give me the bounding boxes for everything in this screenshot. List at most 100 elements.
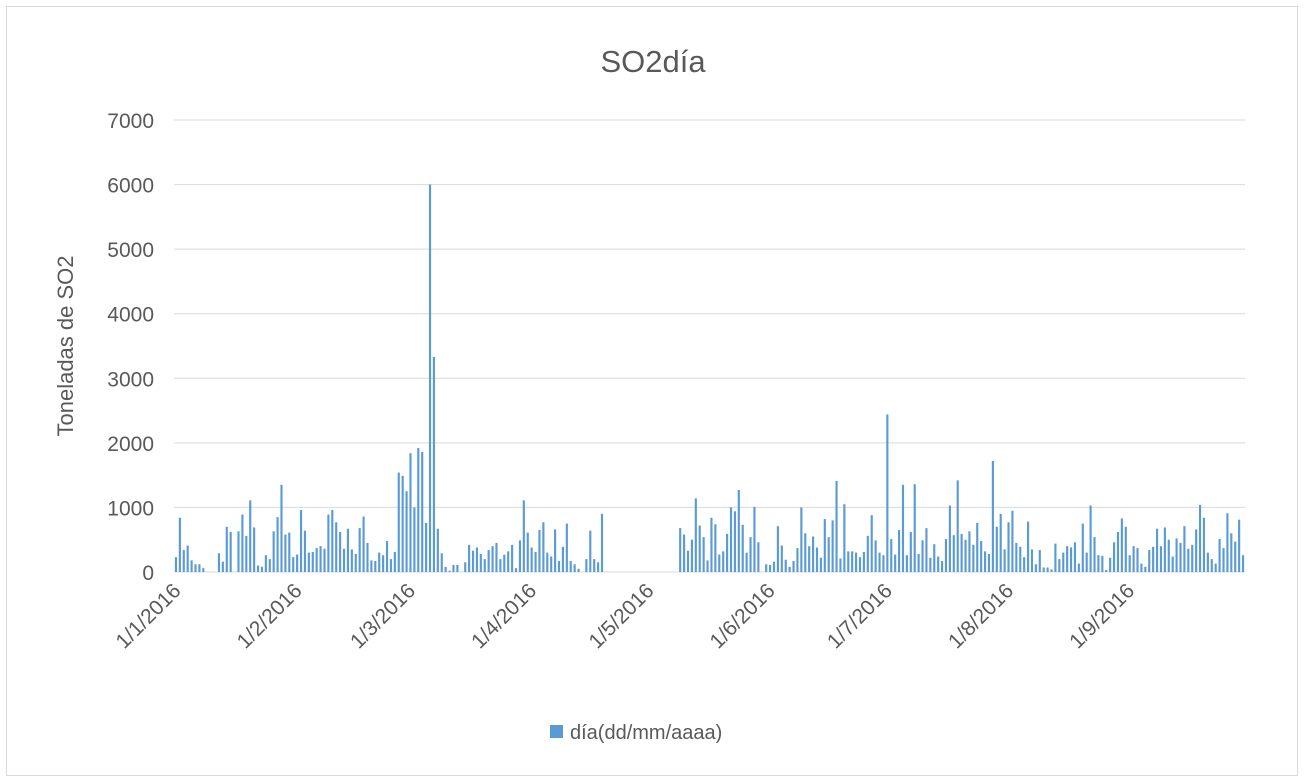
bar <box>855 552 858 572</box>
bar <box>256 565 260 572</box>
y-axis-ticks: 0 1000 2000 3000 4000 5000 6000 7000 <box>107 110 154 585</box>
bar <box>468 544 471 572</box>
bar <box>346 528 350 572</box>
bar <box>862 551 865 572</box>
bar <box>956 480 959 572</box>
bar <box>299 510 303 572</box>
bar <box>1101 555 1104 572</box>
bar <box>362 516 365 572</box>
bar <box>1062 552 1065 572</box>
bar <box>706 560 709 572</box>
bar <box>487 550 490 572</box>
bar <box>772 561 776 572</box>
bar <box>389 559 393 572</box>
bar <box>514 568 518 572</box>
bar <box>1007 522 1010 572</box>
bar <box>292 557 295 572</box>
bar <box>503 554 506 572</box>
bar <box>866 535 869 572</box>
bar <box>1136 548 1139 572</box>
bar <box>198 564 201 572</box>
bar <box>385 541 389 572</box>
bar <box>1195 529 1198 572</box>
x-axis-ticks: 1/1/2016 1/2/2016 1/3/2016 1/4/2016 1/5/2016… <box>111 579 1139 653</box>
gridlines <box>174 119 1245 573</box>
bar <box>753 506 756 572</box>
bar <box>870 515 873 572</box>
bar <box>784 559 787 572</box>
bar <box>241 514 244 572</box>
bar <box>1179 542 1182 572</box>
bar <box>925 528 928 572</box>
bar <box>1050 569 1053 572</box>
bar <box>1085 552 1088 572</box>
bar <box>1112 542 1116 572</box>
bar <box>808 546 811 572</box>
bar <box>440 553 443 572</box>
bar <box>393 551 396 572</box>
bar <box>354 553 357 572</box>
bar <box>1206 552 1209 572</box>
bar <box>307 552 310 572</box>
bar <box>1097 555 1100 572</box>
bar <box>499 559 502 572</box>
y-axis-title: Toneladas de SO2 <box>53 255 78 436</box>
bar <box>1222 548 1225 572</box>
bar <box>327 514 330 572</box>
bar <box>683 534 686 572</box>
bar <box>1077 563 1080 572</box>
bar <box>178 517 181 572</box>
bar <box>952 535 955 572</box>
bar <box>1034 564 1037 572</box>
bar <box>1175 538 1178 572</box>
chart-area: SO2día Toneladas de SO2 0 1000 2000 3000 400… <box>6 6 1298 776</box>
bar <box>194 564 197 572</box>
bar <box>507 551 510 572</box>
bar <box>483 559 486 572</box>
bar <box>737 489 740 572</box>
bar <box>573 564 576 572</box>
bar <box>941 561 944 572</box>
y-tick-label: 4000 <box>107 304 154 327</box>
bar <box>745 552 748 572</box>
bar <box>456 564 459 572</box>
bar <box>331 510 334 572</box>
bar <box>792 561 795 572</box>
bar <box>1159 546 1163 572</box>
bar <box>917 553 920 572</box>
bar <box>858 557 862 572</box>
bar <box>479 553 482 572</box>
bar <box>237 531 240 572</box>
bar <box>374 561 377 572</box>
bar <box>397 472 400 572</box>
bar <box>874 540 877 572</box>
bar <box>980 541 983 572</box>
bar <box>733 511 736 572</box>
bar <box>976 522 979 572</box>
y-tick-label: 0 <box>142 562 154 585</box>
bar <box>557 561 561 572</box>
bar <box>565 523 568 572</box>
bar <box>174 557 178 572</box>
bar <box>843 504 846 572</box>
bar <box>1019 546 1022 572</box>
bar <box>339 531 342 572</box>
legend-label: día(dd/mm/aaaa) <box>570 722 722 744</box>
bar <box>534 551 537 572</box>
bar <box>702 537 705 572</box>
bar <box>905 555 908 572</box>
bar <box>1202 517 1206 572</box>
bar <box>448 570 451 572</box>
bar <box>542 522 545 572</box>
bar <box>780 545 783 572</box>
bar <box>987 553 991 572</box>
bar <box>1128 555 1131 572</box>
bar <box>1081 523 1084 572</box>
bar <box>776 526 779 572</box>
y-tick-label: 1000 <box>107 497 154 520</box>
bar <box>1198 504 1202 572</box>
bar <box>972 544 975 572</box>
bar <box>264 555 267 572</box>
bar <box>741 524 744 572</box>
bar <box>491 546 494 572</box>
